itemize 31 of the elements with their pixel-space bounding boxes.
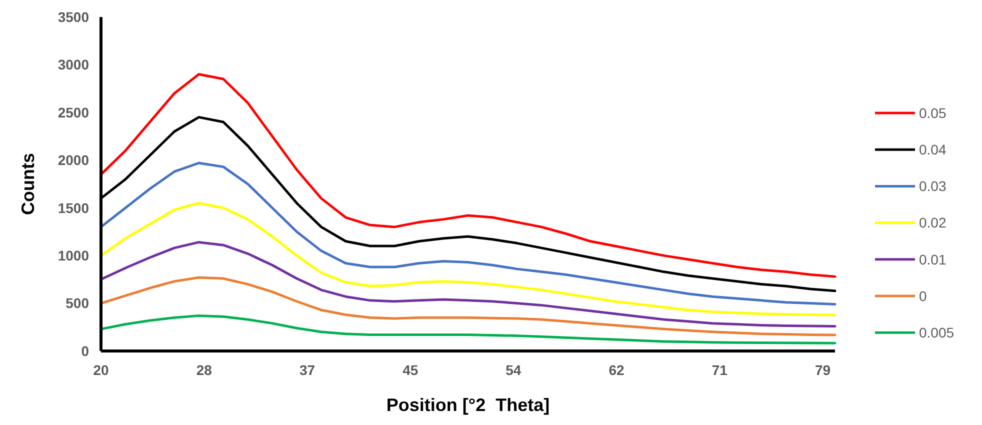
x-tick-label: 37: [299, 362, 316, 378]
x-tick-label: 71: [712, 362, 728, 378]
y-tick-label: 3500: [58, 8, 90, 25]
line-series: [100, 240, 836, 328]
y-tick-label: 2000: [58, 152, 90, 168]
y-tick-label: 1000: [58, 247, 90, 264]
x-tick-label: 20: [93, 362, 109, 378]
legend-label: 0.01: [919, 251, 946, 268]
y-tick-label: 3000: [58, 56, 90, 73]
legend-label: 0.005: [919, 324, 954, 340]
line-series: [100, 276, 836, 336]
y-tick-label: 500: [66, 295, 90, 312]
x-tick-label: 79: [814, 362, 831, 378]
line-series: [100, 162, 836, 306]
y-tick-label: 1500: [58, 200, 90, 216]
legend-label: 0.05: [919, 104, 946, 121]
line-series: [100, 202, 836, 316]
legend-label: 0: [919, 288, 927, 304]
x-tick-label: 45: [402, 362, 418, 378]
x-tick-label: 62: [608, 362, 625, 378]
line-series: [100, 314, 836, 344]
x-axis-title: Position [°2 Theta]: [386, 395, 550, 415]
y-tick-label: 2500: [58, 104, 90, 120]
legend-label: 0.02: [919, 214, 946, 231]
x-tick-label: 54: [506, 362, 522, 378]
x-tick-label: 28: [196, 362, 212, 378]
y-tick-label: 0: [81, 342, 90, 359]
y-axis-title: Counts: [18, 153, 38, 215]
legend-label: 0.04: [919, 142, 946, 158]
legend-label: 0.03: [919, 178, 946, 194]
line-series: [100, 73, 836, 278]
